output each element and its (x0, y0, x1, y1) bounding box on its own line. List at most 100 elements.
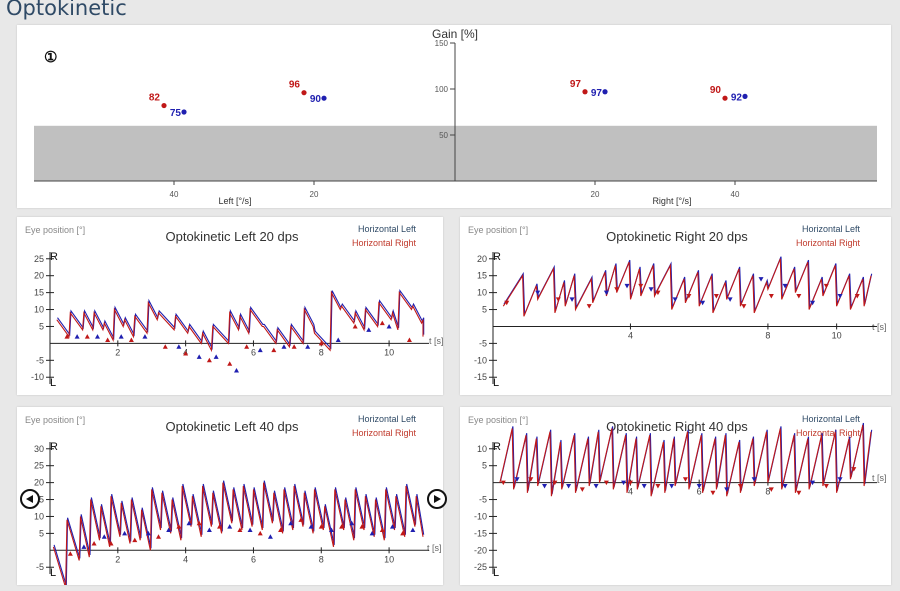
slow-phase-marker (504, 300, 510, 306)
x-tick-label: 8 (765, 487, 770, 497)
gain-chart: ① Gain [%] Left [°/s] Right [°/s] 50 100 1… (34, 27, 877, 206)
slow-phase-marker (535, 290, 541, 296)
y-tick-label: -15 (474, 528, 487, 538)
next-button[interactable] (427, 489, 447, 509)
slow-phase-marker (359, 524, 365, 529)
slow-phase-marker (655, 290, 661, 296)
legend-horizontal-right: Horizontal Right (352, 428, 417, 438)
y-tick-label: 10 (477, 444, 487, 454)
slow-phase-marker (227, 524, 233, 529)
slow-phase-marker (851, 467, 857, 472)
gain-right-axis-label: Right [°/s] (652, 196, 691, 206)
slow-phase-marker (542, 484, 548, 489)
slow-phase-marker (638, 283, 644, 289)
panel-right20: Eye position [°] Optokinetic Right 20 dp… (460, 217, 891, 395)
slow-phase-marker (823, 484, 829, 489)
panel-ylabel: Eye position [°] (468, 415, 528, 425)
slow-phase-marker (686, 294, 692, 299)
y-tick-label: -20 (474, 545, 487, 555)
slow-phase-marker (796, 294, 802, 299)
y-tick-label: -10 (474, 355, 487, 365)
slow-phase-marker (579, 487, 585, 492)
y-tick-label: 20 (477, 254, 487, 264)
y-tick-label: -5 (479, 495, 487, 505)
x-tick-label: 10 (384, 554, 394, 564)
slow-phase-marker (244, 344, 250, 349)
slow-phase-marker (176, 344, 182, 349)
panel-left40: Eye position [°] Optokinetic Left 40 dps… (17, 407, 443, 588)
slow-phase-marker (196, 520, 202, 526)
slow-phase-marker (213, 354, 219, 359)
slow-phase-marker (648, 287, 654, 292)
y-tick-label: 10 (34, 511, 44, 521)
legend-horizontal-left: Horizontal Left (802, 414, 861, 424)
trace-chart-left40: Eye position [°] Optokinetic Left 40 dps… (25, 414, 442, 588)
panel-title: Optokinetic Left 20 dps (166, 229, 299, 244)
slow-phase-marker (737, 484, 743, 489)
slow-phase-marker (84, 334, 90, 339)
time-label: t [s] (429, 336, 443, 346)
slow-phase-marker (627, 480, 633, 486)
slow-phase-marker (237, 527, 243, 532)
slow-phase-marker (105, 337, 111, 342)
panel-left20: Eye position [°] Optokinetic Left 20 dps… (17, 217, 444, 395)
slow-phase-marker (379, 527, 385, 532)
slow-phase-marker (410, 527, 416, 532)
slow-phase-marker (823, 283, 829, 289)
gain-x-tick-label: 40 (731, 190, 740, 199)
slow-phase-marker (603, 480, 609, 486)
trace-chart-right20: Eye position [°] Optokinetic Right 20 dp… (468, 224, 887, 389)
gain-point-label: 82 (149, 93, 161, 104)
slow-phase-marker (366, 327, 372, 332)
slow-phase-marker (672, 297, 678, 302)
slow-phase-marker (569, 297, 575, 302)
slow-phase-marker (128, 337, 134, 342)
x-tick-label: 8 (765, 330, 770, 340)
gain-left-axis-label: Left [°/s] (218, 196, 251, 206)
slow-phase-marker (132, 537, 138, 543)
slow-phase-marker (108, 541, 114, 546)
slow-phase-marker (206, 357, 212, 363)
panel-right40: Eye position [°] Optokinetic Right 40 dp… (460, 407, 891, 585)
slow-phase-marker (758, 277, 764, 282)
x-tick-label: 6 (251, 347, 256, 357)
gain-point (602, 89, 608, 95)
legend-horizontal-right: Horizontal Right (796, 238, 861, 248)
slow-phase-marker (176, 524, 182, 529)
slow-phase-marker (91, 541, 97, 546)
gain-point (582, 89, 588, 95)
slow-phase-marker (796, 490, 802, 496)
slow-phase-marker (101, 534, 107, 539)
slow-phase-marker (234, 367, 239, 373)
y-tick-label: 15 (34, 288, 44, 298)
prev-button[interactable] (20, 489, 40, 509)
slow-phase-marker (768, 487, 774, 492)
slow-phase-marker (400, 530, 406, 536)
slow-phase-marker (724, 487, 730, 492)
gain-x-tick-label: 40 (170, 190, 179, 199)
next-arrow-icon (434, 495, 441, 503)
y-tick-label: 25 (34, 254, 44, 264)
y-tick-label: 25 (34, 461, 44, 471)
gain-panel: ① Gain [%] Left [°/s] Right [°/s] 50 100 1… (17, 25, 891, 208)
slow-phase-marker (810, 480, 816, 486)
x-tick-label: 6 (251, 554, 256, 564)
y-tick-label: 5 (39, 528, 44, 538)
gain-point (301, 90, 307, 96)
slow-phase-marker (614, 287, 620, 292)
y-tick-label: 10 (477, 288, 487, 298)
slow-phase-marker (335, 337, 341, 342)
slow-phase-marker (186, 520, 192, 526)
slow-phase-marker (406, 337, 412, 342)
slow-phase-marker (278, 527, 284, 532)
gain-x-tick-label: 20 (310, 190, 319, 199)
y-tick-label: 20 (34, 271, 44, 281)
gain-point (742, 93, 748, 99)
slow-phase-marker (349, 520, 355, 526)
x-tick-label: 4 (183, 554, 188, 564)
gain-y-tick-label: 100 (435, 85, 449, 94)
gain-point-label: 96 (289, 80, 301, 91)
slow-phase-marker (593, 484, 599, 489)
gain-y-tick-label: 150 (435, 39, 449, 48)
horizontal-left-trace (503, 256, 873, 315)
